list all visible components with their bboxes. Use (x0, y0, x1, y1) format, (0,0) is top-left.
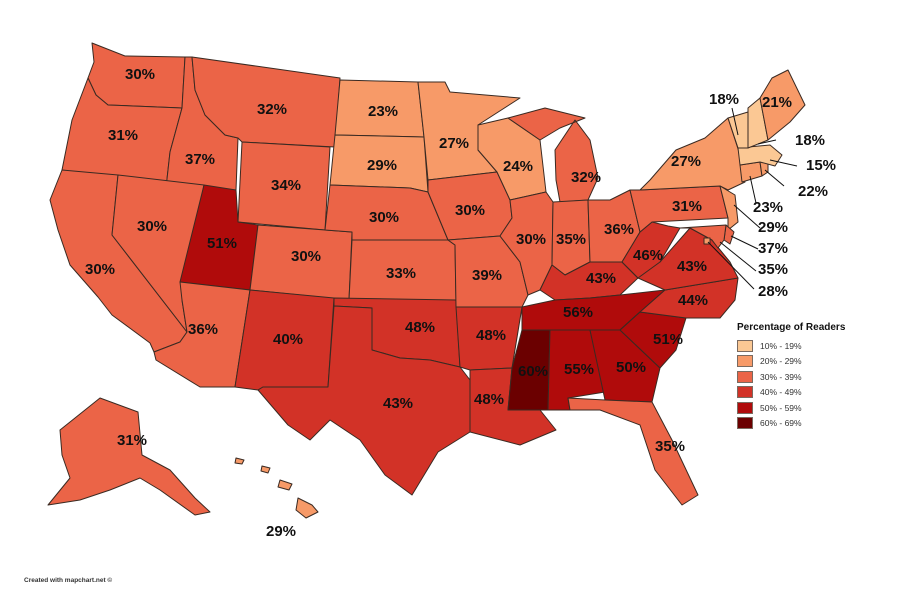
leader-CT (749, 175, 757, 204)
legend-label: 10% - 19% (760, 340, 802, 351)
label-GA: 50% (616, 359, 646, 376)
label-NV: 30% (137, 218, 167, 235)
label-DC: 28% (758, 283, 788, 300)
label-IN: 35% (556, 231, 586, 248)
legend-item: 40% - 49% (737, 385, 845, 401)
state-HI-islands (234, 457, 293, 491)
label-UT: 51% (207, 235, 237, 252)
label-ND: 23% (368, 103, 398, 120)
label-TN: 56% (563, 304, 593, 321)
label-KS: 33% (386, 265, 416, 282)
label-NY: 27% (671, 153, 701, 170)
label-HI: 29% (266, 523, 296, 540)
legend-label: 20% - 29% (760, 356, 802, 367)
label-TX: 43% (383, 395, 413, 412)
legend-swatch (737, 370, 753, 383)
label-MS: 60% (518, 363, 548, 380)
label-MI: 32% (571, 169, 601, 186)
legend-swatch (737, 401, 753, 414)
state-TX (257, 305, 471, 496)
state-ME (759, 69, 806, 141)
leader-DC (707, 241, 755, 290)
label-IL: 30% (516, 231, 546, 248)
label-AZ: 36% (188, 321, 218, 338)
label-WA: 30% (125, 66, 155, 83)
state-MA (737, 144, 783, 167)
label-NM: 40% (273, 331, 303, 348)
label-KY: 43% (586, 270, 616, 287)
leader-NH (757, 139, 777, 145)
legend-item: 30% - 39% (737, 369, 845, 385)
legend-swatch (737, 355, 753, 368)
leader-NJ (733, 204, 761, 229)
state-MD (679, 224, 727, 249)
label-MN: 27% (439, 135, 469, 152)
label-WI: 24% (503, 158, 533, 175)
leader-MD (719, 241, 757, 272)
legend: Percentage of Readers 10% - 19% 20% - 29%… (737, 322, 845, 431)
legend-label: 40% - 49% (760, 387, 802, 398)
label-PA: 31% (672, 198, 702, 215)
legend-item: 10% - 19% (737, 338, 845, 354)
leader-VT (731, 107, 739, 136)
leader-RI (764, 169, 785, 187)
label-WY: 34% (271, 177, 301, 194)
state-MI (507, 107, 599, 203)
state-NJ (719, 185, 739, 231)
state-GA (589, 329, 661, 403)
legend-item: 50% - 59% (737, 400, 845, 416)
state-HI (295, 497, 319, 519)
label-CT: 23% (753, 199, 783, 216)
leader-MA (769, 159, 798, 167)
label-ME: 21% (762, 94, 792, 111)
label-MD: 35% (758, 261, 788, 278)
label-FL: 35% (655, 438, 685, 455)
state-NC (619, 277, 739, 331)
label-AR: 48% (476, 327, 506, 344)
label-RI: 22% (798, 183, 828, 200)
label-ID: 37% (185, 151, 215, 168)
legend-label: 60% - 69% (760, 418, 802, 429)
label-NE: 30% (369, 209, 399, 226)
label-VT: 18% (709, 91, 739, 108)
label-VA: 43% (677, 258, 707, 275)
legend-swatch (737, 386, 753, 399)
state-AK (47, 397, 211, 516)
legend-swatch (737, 339, 753, 352)
label-MA: 15% (806, 157, 836, 174)
legend-label: 30% - 39% (760, 371, 802, 382)
credit-text: Created with mapchart.net © (24, 577, 113, 584)
state-FL (567, 397, 699, 506)
state-MS (507, 329, 551, 411)
label-CA: 30% (85, 261, 115, 278)
label-SD: 29% (367, 157, 397, 174)
label-LA: 48% (474, 391, 504, 408)
legend-label: 50% - 59% (760, 402, 802, 413)
label-NC: 44% (678, 292, 708, 309)
label-AK: 31% (117, 432, 147, 449)
leader-lines (707, 107, 798, 290)
label-IA: 30% (455, 202, 485, 219)
label-OR: 31% (108, 127, 138, 144)
legend-items: 10% - 19% 20% - 29% 30% - 39% 40% - 49% 50% … (737, 338, 845, 431)
label-AL: 55% (564, 361, 594, 378)
label-MT: 32% (257, 101, 287, 118)
label-SC: 51% (653, 331, 683, 348)
legend-item: 60% - 69% (737, 416, 845, 432)
legend-swatch (737, 417, 753, 430)
label-WV: 46% (633, 247, 663, 264)
legend-item: 20% - 29% (737, 354, 845, 370)
legend-title: Percentage of Readers (737, 322, 846, 333)
label-NH: 18% (795, 132, 825, 149)
leader-DE (730, 235, 759, 250)
label-CO: 30% (291, 248, 321, 265)
label-MO: 39% (472, 267, 502, 284)
label-OH: 36% (604, 221, 634, 238)
state-IL (499, 191, 554, 296)
label-DE: 37% (758, 240, 788, 257)
label-NJ: 29% (758, 219, 788, 236)
state-labels: 30% 31% 30% 37% 30% 32% 34% 51% 30% 36% 40% 23% 29% 3… (85, 66, 836, 540)
label-OK: 48% (405, 319, 435, 336)
